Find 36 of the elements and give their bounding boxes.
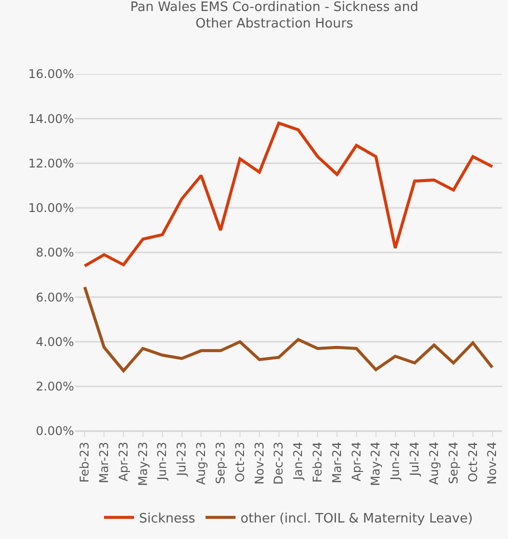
x-tick-label: Jan-24 bbox=[291, 442, 306, 481]
x-tick-label: Jul-24 bbox=[408, 442, 422, 477]
y-tick-label: 6.00% bbox=[36, 290, 74, 304]
y-tick-label: 8.00% bbox=[36, 246, 74, 260]
x-tick-label: Aug-23 bbox=[194, 442, 208, 485]
line-series bbox=[83, 286, 494, 372]
x-tick-label: Mar-23 bbox=[97, 442, 112, 484]
legend-label: Sickness bbox=[139, 511, 196, 526]
x-tick-label: Feb-23 bbox=[78, 442, 92, 483]
line-series bbox=[83, 122, 494, 268]
x-tick-label: Oct-24 bbox=[466, 442, 480, 482]
x-tick-label: Jun-24 bbox=[388, 442, 402, 482]
chart-title: Pan Wales EMS Co-ordination - Sickness and Other Abstraction Hours bbox=[130, 0, 418, 32]
x-tick-label: Feb-24 bbox=[310, 442, 325, 483]
x-tick-label: Jul-23 bbox=[174, 442, 189, 477]
x-tick-label: Jun-23 bbox=[155, 442, 170, 482]
y-tick-label: 12.00% bbox=[28, 156, 74, 170]
x-tick-label: Nov-23 bbox=[252, 442, 266, 485]
y-tick-label: 10.00% bbox=[28, 201, 74, 216]
x-tick-label: May-23 bbox=[136, 442, 150, 486]
x-tick-label: Sep-23 bbox=[213, 442, 228, 484]
x-tick-label: Apr-24 bbox=[349, 442, 364, 482]
y-tick-label: 2.00% bbox=[36, 380, 74, 394]
x-tick-label: Apr-23 bbox=[116, 442, 130, 482]
x-tick-label: Dec-23 bbox=[272, 442, 286, 485]
x-tick-label: Aug-24 bbox=[426, 442, 441, 485]
legend-label: other (incl. TOIL & Maternity Leave) bbox=[240, 511, 473, 526]
x-tick-label: May-24 bbox=[368, 442, 383, 486]
x-tick-label: Oct-23 bbox=[232, 442, 247, 482]
y-tick-label: 16.00% bbox=[28, 67, 74, 82]
y-tick-label: 4.00% bbox=[36, 334, 74, 349]
y-tick-label: 14.00% bbox=[28, 112, 74, 126]
x-tick-label: Sep-24 bbox=[446, 442, 460, 484]
x-tick-label: Nov-24 bbox=[485, 442, 500, 485]
x-tick-label: Mar-24 bbox=[330, 442, 344, 484]
y-tick-label: 0.00% bbox=[36, 424, 74, 438]
